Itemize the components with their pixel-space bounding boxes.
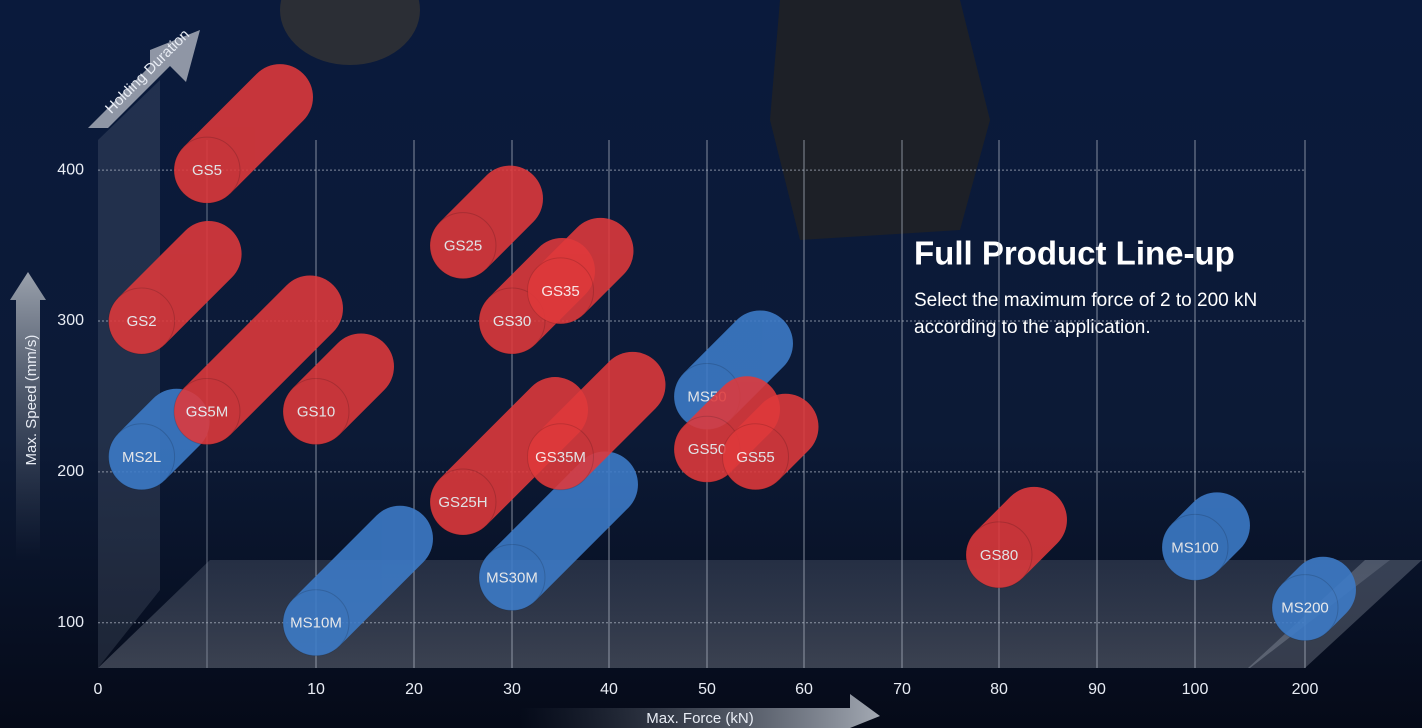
- cylinder-face: [108, 287, 176, 355]
- x-tick-label: 40: [600, 681, 618, 698]
- x-tick-label: 60: [795, 681, 813, 698]
- cylinder: MS100: [1161, 492, 1250, 581]
- product-photo: [770, 0, 990, 240]
- point-label: GS50: [688, 441, 726, 458]
- cylinder-face: [478, 543, 546, 611]
- cylinder-face: [173, 136, 241, 204]
- x-tick-label: 70: [893, 681, 911, 698]
- cylinder: GS2: [108, 221, 242, 355]
- y-tick-label: 200: [57, 463, 84, 480]
- x-tick-label: 0: [94, 681, 103, 698]
- point-label: GS2: [127, 313, 157, 330]
- y-tick-label: 300: [57, 312, 84, 329]
- point-label: GS35M: [535, 449, 586, 466]
- cylinder-face: [1161, 513, 1229, 581]
- cylinder-face: [282, 589, 350, 657]
- cylinder: GS5M: [173, 275, 343, 446]
- cylinder: GS35M: [527, 351, 666, 491]
- x-axis-label: Max. Force (kN): [646, 710, 754, 727]
- floor-plane: [98, 560, 1390, 668]
- point-label: GS10: [297, 404, 335, 421]
- x-tick-label: 10: [307, 681, 325, 698]
- cylinder-face: [173, 378, 241, 446]
- wall-plane: [98, 80, 160, 668]
- cylinder-face: [429, 212, 497, 280]
- cylinder-face: [722, 423, 789, 491]
- x-axis-arrow: [520, 694, 880, 728]
- product-photo: [280, 0, 420, 65]
- point-label: MS30M: [486, 569, 538, 586]
- subtitle: according to the application.: [914, 317, 1151, 338]
- cylinder: GS55: [722, 393, 819, 491]
- point-label: MS100: [1171, 539, 1219, 556]
- marks: MS2L GS5 GS2 GS5M GS10 MS10M GS25 GS30 GS35 GS25H…: [108, 64, 1356, 657]
- cylinder-face: [965, 521, 1033, 589]
- x-tick-label: 20: [405, 681, 423, 698]
- y-axis-arrow: [10, 272, 46, 560]
- point-label: GS35: [541, 283, 579, 300]
- x-tick-label: 50: [698, 681, 716, 698]
- cylinder: GS35: [527, 217, 634, 325]
- cylinder: GS50: [673, 376, 780, 483]
- x-tick-label: 30: [503, 681, 521, 698]
- y-axis-label: Max. Speed (mm/s): [23, 335, 40, 466]
- cylinder: MS200: [1271, 556, 1356, 642]
- point-label: GS80: [980, 547, 1018, 564]
- cylinder: GS80: [965, 486, 1067, 589]
- chart-title: Full Product Line-up: [914, 235, 1235, 272]
- point-label: GS30: [493, 313, 531, 330]
- subtitle: Select the maximum force of 2 to 200 kN: [914, 290, 1257, 311]
- point-label: MS10M: [290, 615, 342, 632]
- point-label: GS55: [736, 449, 774, 466]
- cylinder-face: [108, 423, 176, 491]
- point-label: GS25H: [438, 494, 487, 511]
- cylinder-face: [527, 423, 594, 491]
- x-tick-label: 90: [1088, 681, 1106, 698]
- cylinder-face: [282, 378, 350, 446]
- x-tick-label: 200: [1292, 681, 1319, 698]
- x-tick-label: 80: [990, 681, 1008, 698]
- cylinder: GS25: [429, 165, 543, 280]
- cylinder-face: [527, 257, 594, 325]
- cylinder-face: [478, 287, 546, 355]
- cylinder: MS10M: [282, 505, 433, 657]
- cylinder-face: [1271, 574, 1339, 642]
- z-axis-arrow: [88, 30, 200, 128]
- cylinder: GS5: [173, 64, 313, 204]
- point-label: GS5M: [186, 404, 229, 421]
- cylinder: GS25H: [429, 377, 588, 536]
- point-label: GS25: [444, 238, 482, 255]
- cylinder: MS30M: [478, 451, 638, 611]
- cylinder: GS10: [282, 333, 394, 446]
- point-label: MS2L: [122, 449, 161, 466]
- point-label: GS5: [192, 162, 222, 179]
- point-label: MS200: [1281, 600, 1329, 617]
- y-tick-label: 100: [57, 614, 84, 631]
- y-tick-label: 400: [57, 161, 84, 178]
- x-tick-label: 100: [1182, 681, 1209, 698]
- cylinder-face: [429, 468, 497, 536]
